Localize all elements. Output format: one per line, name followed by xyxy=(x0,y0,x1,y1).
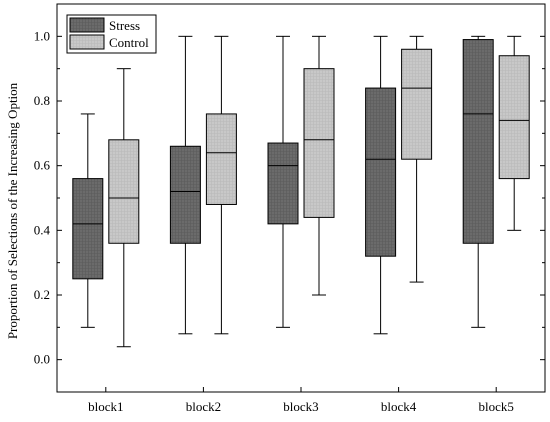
y-tick-label: 0.0 xyxy=(34,352,50,367)
box-iqr xyxy=(205,113,237,205)
box-iqr xyxy=(72,178,104,280)
y-tick-label: 1.0 xyxy=(34,28,50,43)
box-stress-block1 xyxy=(72,113,104,328)
x-tick-label: block5 xyxy=(479,399,514,414)
x-tick-label: block3 xyxy=(283,399,318,414)
box-iqr xyxy=(462,39,494,244)
legend-swatch-stress xyxy=(69,17,105,33)
box-control-block1 xyxy=(108,68,140,348)
box-iqr xyxy=(108,139,140,244)
y-tick-label: 0.2 xyxy=(34,287,50,302)
box-stress-block2 xyxy=(169,35,201,335)
x-tick-label: block4 xyxy=(381,399,417,414)
axes-layer: 0.0 0.2 0.4 0.6 0.8 1.0 block1 block2 block3 bloc… xyxy=(34,3,546,414)
x-tick-label: block1 xyxy=(88,399,123,414)
x-tick-label: block2 xyxy=(186,399,221,414)
box-iqr xyxy=(365,87,397,257)
box-control-block3 xyxy=(303,35,335,296)
box-iqr xyxy=(498,55,530,180)
y-axis-label: Proportion of Selections of the Increasi… xyxy=(5,82,20,339)
box-iqr xyxy=(267,142,299,225)
box-control-block5 xyxy=(498,35,530,231)
legend-label-stress: Stress xyxy=(109,18,140,33)
box-iqr xyxy=(401,48,433,160)
y-tick-label: 0.4 xyxy=(34,222,51,237)
y-tick-label: 0.8 xyxy=(34,93,50,108)
box-control-block4 xyxy=(401,35,433,283)
y-tick-label: 0.6 xyxy=(34,158,51,173)
legend-label-control: Control xyxy=(109,35,149,50)
box-iqr xyxy=(303,68,335,218)
box-stress-block3 xyxy=(267,35,299,328)
box-stress-block5 xyxy=(462,35,494,328)
box-stress-block4 xyxy=(365,35,397,335)
legend-swatch-control xyxy=(69,34,105,50)
boxes-layer xyxy=(72,35,530,348)
box-iqr xyxy=(169,145,201,244)
box-control-block2 xyxy=(205,35,237,335)
legend: Stress Control xyxy=(66,14,157,54)
